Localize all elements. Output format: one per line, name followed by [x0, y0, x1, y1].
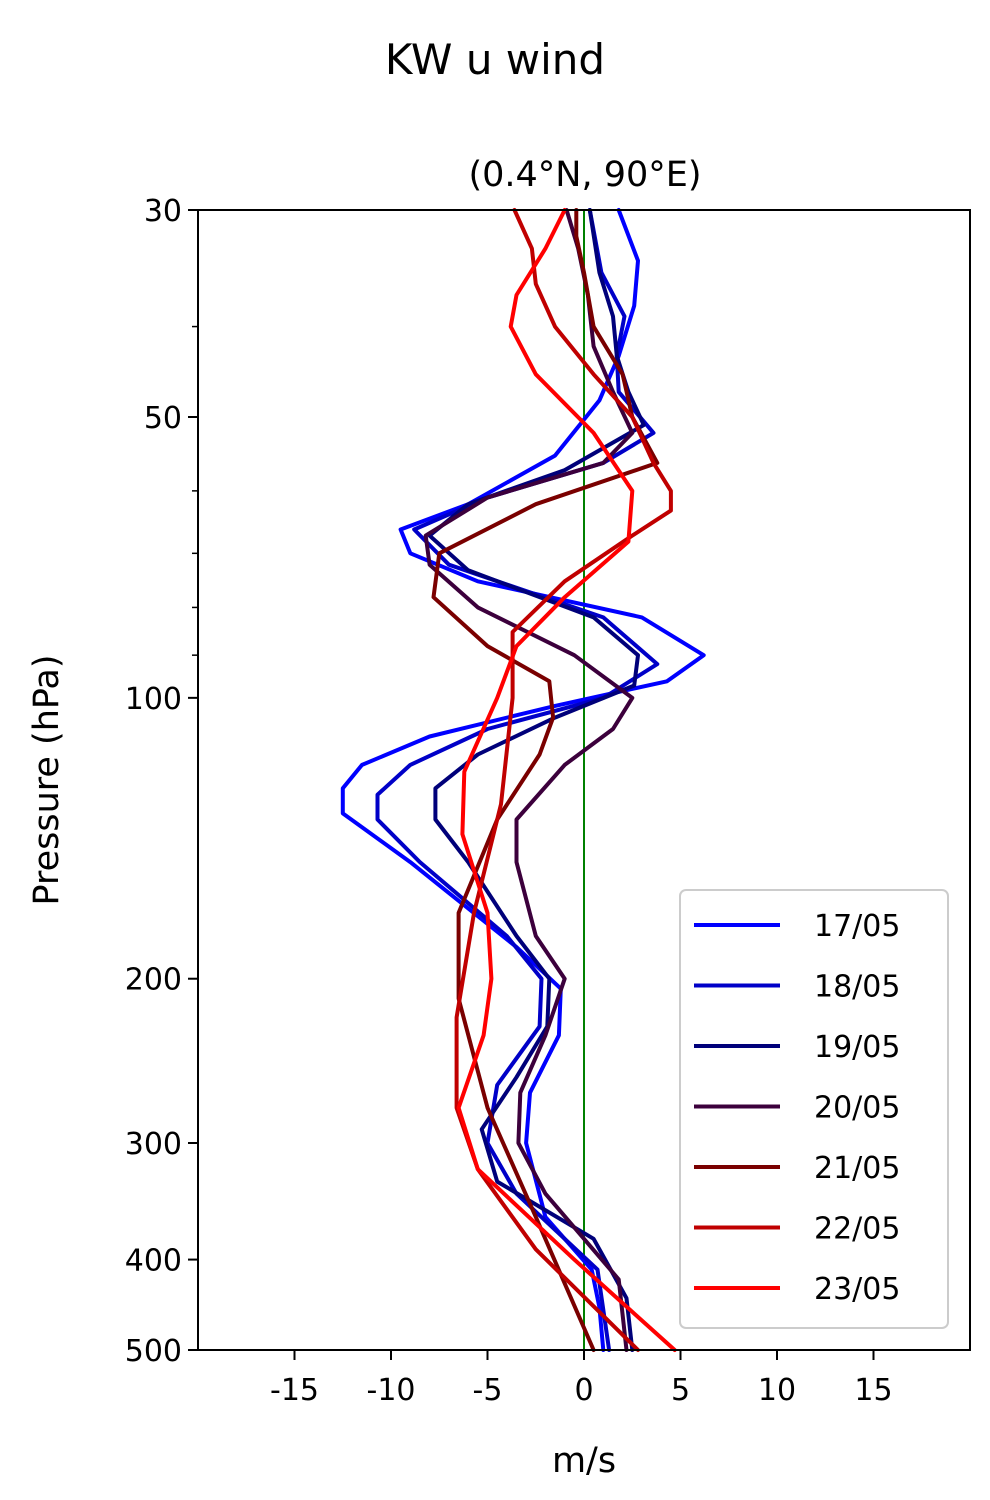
series-line-21-05	[431, 208, 660, 1352]
series-line-17-05	[340, 208, 706, 1352]
y-axis: 30 50 100 200 300 400 500	[125, 194, 198, 1369]
legend-label: 22/05	[814, 1212, 900, 1247]
legend-label: 23/05	[814, 1272, 900, 1307]
x-tick-label: 0	[574, 1373, 593, 1408]
x-tick-label: 15	[854, 1373, 892, 1408]
x-tick-label: -15	[270, 1373, 319, 1408]
series-layer	[340, 208, 706, 1352]
x-tick-label: -5	[473, 1373, 503, 1408]
figure-suptitle: KW u wind	[385, 35, 605, 84]
legend: 17/05 18/05 19/05 20/05 21/05 22/05 23/05	[679, 889, 949, 1329]
legend-label: 17/05	[814, 909, 900, 944]
x-axis-label: m/s	[552, 1441, 616, 1481]
series-line-22-05	[454, 208, 673, 1352]
y-tick-label: 500	[125, 1334, 182, 1369]
x-axis: -15 -10 -5 0 5 10 15	[270, 1350, 893, 1408]
x-tick-label: -10	[367, 1373, 416, 1408]
y-tick-label: 400	[125, 1244, 182, 1279]
legend-label: 20/05	[814, 1091, 900, 1126]
y-tick-label: 30	[144, 194, 182, 229]
chart-title: (0.4°N, 90°E)	[468, 155, 701, 195]
series-line-20-05	[423, 208, 635, 1352]
legend-label: 21/05	[814, 1151, 900, 1186]
legend-label: 19/05	[814, 1030, 900, 1065]
y-tick-label: 200	[125, 963, 182, 998]
y-axis-label: Pressure (hPa)	[27, 654, 67, 905]
legend-label: 18/05	[814, 970, 900, 1005]
y-tick-label: 50	[144, 401, 182, 436]
x-tick-label: 5	[671, 1373, 690, 1408]
y-tick-label: 100	[125, 682, 182, 717]
series-line-23-05	[456, 208, 677, 1352]
series-line-18-05	[375, 208, 660, 1352]
x-tick-label: 10	[758, 1373, 796, 1408]
legend-box	[679, 889, 949, 1329]
y-tick-label: 300	[125, 1127, 182, 1162]
